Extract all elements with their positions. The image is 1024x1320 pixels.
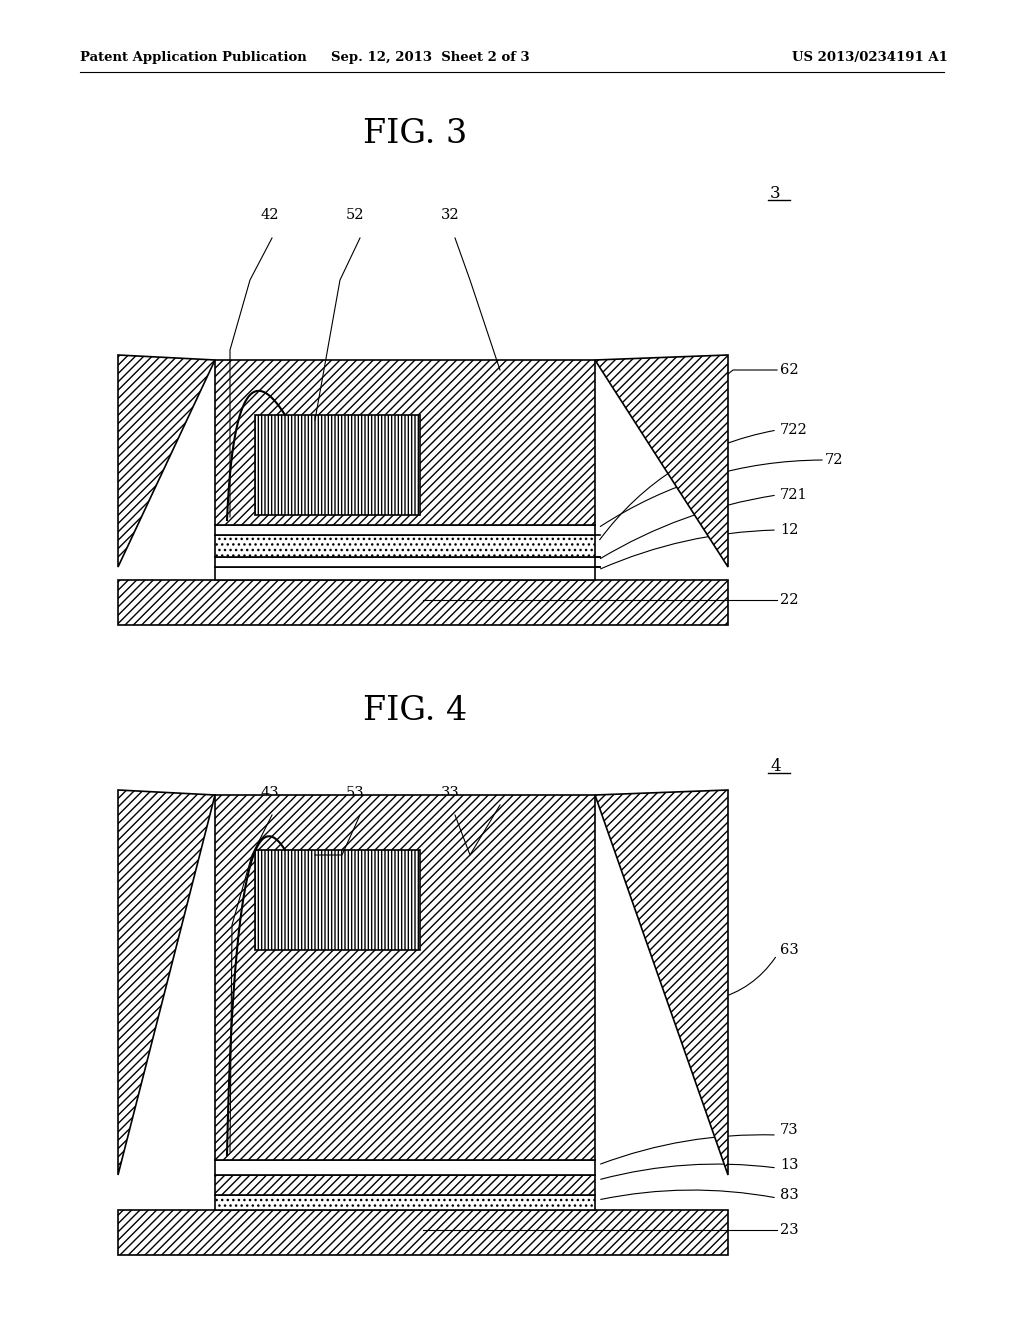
Bar [215,1195,595,1210]
Bar [215,360,595,525]
Bar [215,1160,595,1175]
Bar [118,1210,728,1255]
Bar [215,795,595,1160]
Text: Sep. 12, 2013  Sheet 2 of 3: Sep. 12, 2013 Sheet 2 of 3 [331,51,529,65]
Bar [255,850,420,950]
Polygon shape [595,789,728,1175]
Text: 3: 3 [770,185,780,202]
Text: FIG. 3: FIG. 3 [362,117,467,150]
Text: 22: 22 [780,593,799,607]
Bar [215,557,595,568]
Text: 722: 722 [780,422,808,437]
Text: 43: 43 [261,785,280,800]
Text: 83: 83 [780,1188,799,1203]
Polygon shape [595,355,728,568]
Polygon shape [118,789,215,1175]
Text: US 2013/0234191 A1: US 2013/0234191 A1 [792,51,948,65]
Text: 53: 53 [346,785,365,800]
Text: 72: 72 [825,453,844,467]
Bar [215,535,595,557]
Text: 63: 63 [780,942,799,957]
Text: 42: 42 [261,209,280,222]
Bar [215,525,595,535]
Text: 12: 12 [780,523,799,537]
Text: Patent Application Publication: Patent Application Publication [80,51,307,65]
Text: 62: 62 [780,363,799,378]
Polygon shape [118,355,215,568]
Bar [215,568,595,579]
Text: 721: 721 [780,488,808,502]
Text: 32: 32 [440,209,460,222]
Text: 73: 73 [780,1123,799,1137]
Text: 52: 52 [346,209,365,222]
Text: 13: 13 [780,1158,799,1172]
Bar [215,1175,595,1195]
Text: 4: 4 [770,758,780,775]
Text: 33: 33 [440,785,460,800]
Text: 23: 23 [780,1224,799,1237]
Bar [118,579,728,624]
Bar [255,414,420,515]
Text: FIG. 4: FIG. 4 [362,696,467,727]
